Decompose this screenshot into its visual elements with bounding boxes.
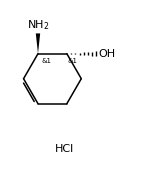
Text: &1: &1 xyxy=(41,58,51,64)
Text: HCl: HCl xyxy=(55,144,75,154)
Text: &1: &1 xyxy=(68,58,78,64)
Text: OH: OH xyxy=(98,49,115,59)
Text: NH$_2$: NH$_2$ xyxy=(27,18,49,32)
Polygon shape xyxy=(36,33,40,54)
